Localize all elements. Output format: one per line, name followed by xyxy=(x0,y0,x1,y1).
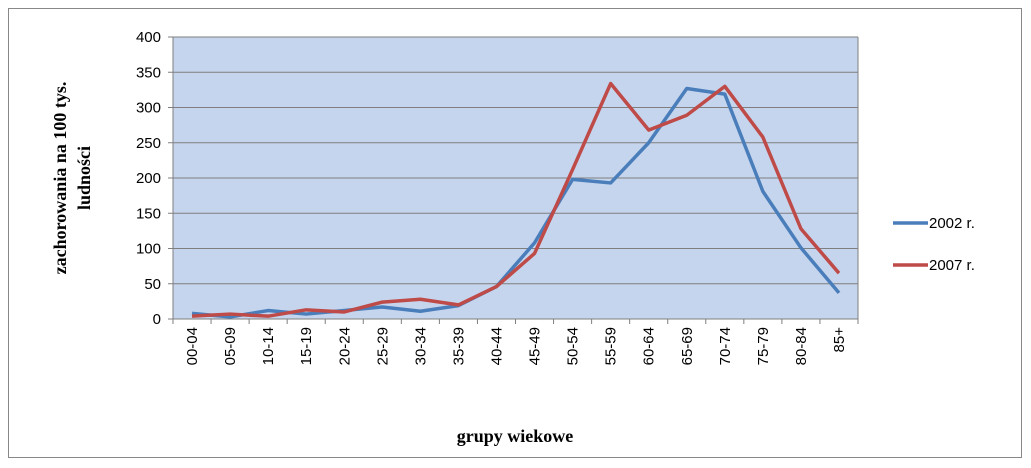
x-tick-label: 05-09 xyxy=(222,327,239,365)
x-tick-label: 40-44 xyxy=(488,327,505,365)
x-tick-label: 60-64 xyxy=(641,327,658,365)
y-axis-title: ludności xyxy=(74,146,94,210)
y-tick-label: 0 xyxy=(153,311,161,328)
y-tick-label: 250 xyxy=(136,135,161,152)
x-tick-label: 75-79 xyxy=(755,327,772,365)
x-tick-label: 80-84 xyxy=(793,327,810,365)
y-tick-label: 200 xyxy=(136,170,161,187)
x-tick-label: 70-74 xyxy=(717,327,734,365)
data-line xyxy=(191,86,841,319)
x-tick-label: 25-29 xyxy=(374,327,391,365)
data-line xyxy=(191,81,841,318)
x-tick-label: 15-19 xyxy=(298,327,315,365)
x-tick-label: 45-49 xyxy=(527,327,544,365)
x-tick-label: 50-54 xyxy=(565,327,582,365)
legend-label: 2002 r. xyxy=(929,215,975,232)
legend-label: 2007 r. xyxy=(929,257,975,274)
x-tick-label: 85+ xyxy=(831,327,848,353)
y-axis-title: zachorowania na 100 tys. xyxy=(50,82,70,275)
x-tick-label: 65-69 xyxy=(679,327,696,365)
y-tick-label: 50 xyxy=(144,276,161,293)
y-tick-label: 400 xyxy=(136,29,161,46)
x-tick-label: 30-34 xyxy=(412,327,429,365)
x-tick-label: 20-24 xyxy=(336,327,353,365)
y-tick-label: 100 xyxy=(136,241,161,258)
x-axis-title: grupy wiekowe xyxy=(457,426,574,446)
x-tick-label: 00-04 xyxy=(184,327,201,365)
y-tick-label: 350 xyxy=(136,64,161,81)
x-tick-label: 35-39 xyxy=(450,327,467,365)
x-tick-label: 10-14 xyxy=(260,327,277,365)
x-tick-label: 55-59 xyxy=(603,327,620,365)
y-tick-label: 300 xyxy=(136,100,161,117)
y-tick-label: 150 xyxy=(136,205,161,222)
